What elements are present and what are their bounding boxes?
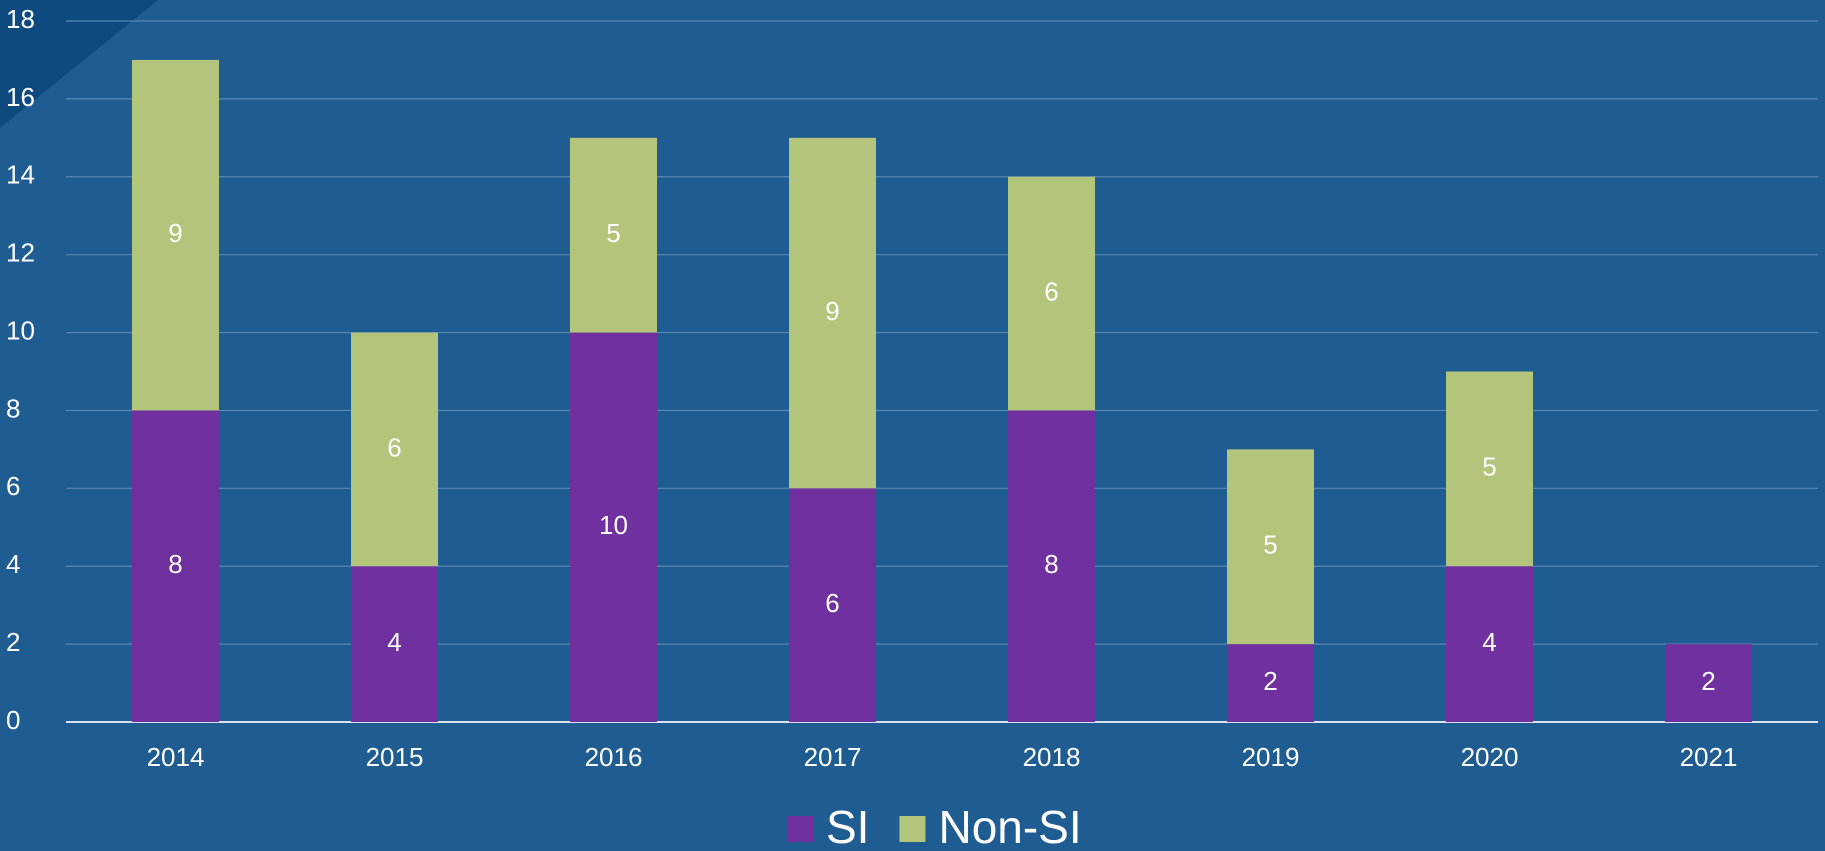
x-tick-label: 2017	[804, 742, 862, 772]
legend-swatch	[787, 816, 813, 842]
bar-segment	[1446, 566, 1533, 722]
x-tick-label: 2019	[1242, 742, 1300, 772]
bar-segment	[351, 332, 438, 567]
bar-segment	[132, 59, 219, 411]
bar-segment	[132, 410, 219, 722]
y-tick-label: 0	[6, 705, 20, 735]
x-tick-label: 2016	[585, 742, 643, 772]
y-tick-label: 12	[6, 238, 35, 268]
legend-swatch	[899, 816, 926, 842]
data-label: 5	[606, 218, 620, 248]
y-tick-label: 8	[6, 393, 20, 423]
data-label: 2	[1701, 666, 1715, 696]
y-tick-label: 6	[6, 471, 20, 501]
bar-segment	[789, 137, 876, 489]
x-tick-label: 2020	[1461, 742, 1519, 772]
data-label: 2	[1263, 666, 1277, 696]
y-tick-label: 10	[6, 315, 35, 345]
corner-decoration	[0, 0, 158, 128]
y-tick-label: 4	[6, 549, 20, 579]
bar-segment	[351, 566, 438, 722]
data-label: 4	[387, 627, 401, 657]
data-label: 8	[168, 549, 182, 579]
bar-segment	[1227, 449, 1314, 645]
data-label: 4	[1482, 627, 1496, 657]
data-label: 10	[599, 510, 628, 540]
data-label: 5	[1263, 530, 1277, 560]
bar-segment	[789, 488, 876, 722]
bar-segment	[1008, 176, 1095, 411]
bar-segment	[570, 137, 657, 333]
x-tick-label: 2015	[366, 742, 424, 772]
legend-label: SI	[826, 801, 869, 851]
y-tick-label: 16	[6, 82, 35, 112]
data-label: 9	[168, 218, 182, 248]
bar-segment	[1446, 371, 1533, 567]
y-tick-label: 14	[6, 160, 35, 190]
bar-segment	[1227, 644, 1314, 722]
bar-segment	[570, 332, 657, 722]
data-label: 6	[387, 432, 401, 462]
y-tick-label: 2	[6, 627, 20, 657]
x-tick-label: 2014	[147, 742, 205, 772]
bar-segment	[1008, 410, 1095, 722]
bar-segment	[1665, 644, 1752, 722]
legend-label: Non-SI	[938, 801, 1081, 851]
data-label: 9	[825, 296, 839, 326]
data-label: 8	[1044, 549, 1058, 579]
data-label: 6	[1044, 276, 1058, 306]
x-tick-label: 2021	[1680, 742, 1738, 772]
y-tick-label: 18	[6, 4, 35, 34]
data-label: 5	[1482, 452, 1496, 482]
data-label: 6	[825, 588, 839, 618]
x-tick-label: 2018	[1023, 742, 1081, 772]
